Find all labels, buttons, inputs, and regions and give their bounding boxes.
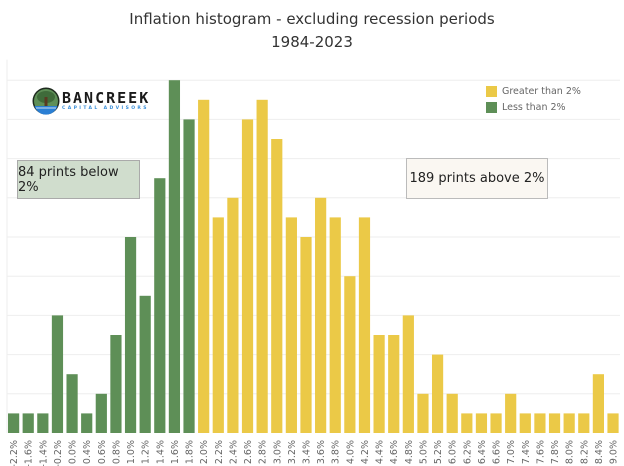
x-tick-label: 1.0% xyxy=(126,440,137,464)
bar-0.8%[interactable] xyxy=(110,335,122,433)
x-tick-label: 8.2% xyxy=(579,440,590,464)
bar-0.6%[interactable] xyxy=(95,393,107,433)
bar-5.0%[interactable] xyxy=(417,393,429,433)
x-tick-label: -1.4% xyxy=(38,440,49,466)
x-tick-label: 3.6% xyxy=(316,440,327,464)
bar-7.0%[interactable] xyxy=(505,393,517,433)
bar-4.0%[interactable] xyxy=(344,276,356,433)
bar-2.6%[interactable] xyxy=(241,119,254,434)
x-tick-label: -2.2% xyxy=(9,440,20,466)
bar--2.2%[interactable] xyxy=(8,413,20,433)
x-tick-label: 5.0% xyxy=(418,440,429,464)
bar-4.4%[interactable] xyxy=(373,335,385,433)
x-tick-label: 3.2% xyxy=(287,440,298,464)
x-tick-label: 4.0% xyxy=(345,440,356,464)
x-tick-label: 0.6% xyxy=(97,440,108,464)
x-tick-label: 0.0% xyxy=(68,440,79,464)
bar-8.4%[interactable] xyxy=(592,374,604,433)
x-tick-label: 4.6% xyxy=(389,440,400,464)
legend-label-greater: Greater than 2% xyxy=(502,86,581,97)
bar-1.8%[interactable] xyxy=(183,119,195,434)
annotation-below-2: 84 prints below 2% xyxy=(17,160,140,199)
bar-7.8%[interactable] xyxy=(548,413,561,433)
bar-3.4%[interactable] xyxy=(300,237,312,433)
bar-4.2%[interactable] xyxy=(358,217,371,433)
x-tick-label: 2.2% xyxy=(214,440,225,464)
bar-2.2%[interactable] xyxy=(212,217,224,433)
logo-tagline: CAPITAL ADVISORS xyxy=(62,106,149,111)
x-tick-label: -0.2% xyxy=(53,440,64,466)
bar-3.8%[interactable] xyxy=(329,217,341,433)
x-tick-label: 7.8% xyxy=(550,440,561,464)
bar-9.0%[interactable] xyxy=(607,413,619,433)
bar-1.6%[interactable] xyxy=(168,80,181,433)
x-tick-label: 0.8% xyxy=(111,440,122,464)
x-tick-label: 3.4% xyxy=(302,440,313,464)
x-tick-label: 1.2% xyxy=(141,440,152,464)
bar-6.2%[interactable] xyxy=(461,413,473,433)
bar-0.4%[interactable] xyxy=(81,413,93,433)
annotation-above-2: 189 prints above 2% xyxy=(406,158,548,199)
x-tick-label: 3.0% xyxy=(272,440,283,464)
bar--1.4%[interactable] xyxy=(37,413,49,433)
chart-subtitle: 1984-2023 xyxy=(271,33,353,51)
x-tick-label: 6.4% xyxy=(477,440,488,464)
bar-2.4%[interactable] xyxy=(227,197,239,433)
x-tick-label: 6.2% xyxy=(462,440,473,464)
bar-6.6%[interactable] xyxy=(490,413,502,433)
bar-4.8%[interactable] xyxy=(402,315,414,433)
bar-5.2%[interactable] xyxy=(431,354,444,433)
bar-7.4%[interactable] xyxy=(519,413,531,433)
x-tick-label: 8.4% xyxy=(594,440,605,464)
bar-6.4%[interactable] xyxy=(475,413,488,433)
bar--0.2%[interactable] xyxy=(51,315,64,433)
x-tick-label: 7.6% xyxy=(535,440,546,464)
x-tick-label: 7.4% xyxy=(521,440,532,464)
bar-2.0%[interactable] xyxy=(198,99,210,434)
tree-logo-icon xyxy=(32,87,60,115)
x-tick-label: 2.4% xyxy=(228,440,239,464)
bar-8.0%[interactable] xyxy=(563,413,575,433)
bar-1.2%[interactable] xyxy=(139,295,151,433)
x-tick-label: 5.2% xyxy=(433,440,444,464)
x-tick-label: 1.4% xyxy=(155,440,166,464)
x-tick-label: -1.6% xyxy=(24,440,35,466)
x-tick-label: 7.0% xyxy=(506,440,517,464)
x-tick-label: 9.0% xyxy=(609,440,620,464)
bar-4.6%[interactable] xyxy=(388,335,400,433)
x-tick-label: 4.4% xyxy=(375,440,386,464)
bar-3.2%[interactable] xyxy=(285,217,297,433)
x-tick-label: 8.0% xyxy=(565,440,576,464)
legend-label-less: Less than 2% xyxy=(502,102,566,113)
legend-swatch-less xyxy=(486,102,497,113)
x-tick-label: 1.6% xyxy=(170,440,181,464)
bancreek-logo: BANCREEK CAPITAL ADVISORS xyxy=(32,87,150,115)
x-tick-label: 1.8% xyxy=(185,440,196,464)
bar-3.6%[interactable] xyxy=(315,197,327,433)
x-tick-label: 6.0% xyxy=(448,440,459,464)
x-tick-label: 4.8% xyxy=(404,440,415,464)
logo-name: BANCREEK xyxy=(62,89,151,107)
bar--1.6%[interactable] xyxy=(22,413,34,433)
bar-1.4%[interactable] xyxy=(154,178,166,433)
bar-1.0%[interactable] xyxy=(124,237,137,433)
legend-item-less[interactable]: Less than 2% xyxy=(486,102,566,113)
bar-0.0%[interactable] xyxy=(66,374,78,433)
x-tick-label: 6.6% xyxy=(492,440,503,464)
bar-6.0%[interactable] xyxy=(446,393,458,433)
x-tick-label: 2.0% xyxy=(199,440,210,464)
legend-item-greater[interactable]: Greater than 2% xyxy=(486,86,581,97)
x-tick-label: 0.4% xyxy=(82,440,93,464)
chart-title: Inflation histogram - excluding recessio… xyxy=(129,10,495,28)
bar-7.6%[interactable] xyxy=(534,413,546,433)
bar-8.2%[interactable] xyxy=(578,413,590,433)
x-tick-label: 3.8% xyxy=(331,440,342,464)
x-tick-label: 2.8% xyxy=(258,440,269,464)
bar-3.0%[interactable] xyxy=(271,139,283,433)
legend-swatch-greater xyxy=(486,86,497,97)
x-tick-label: 2.6% xyxy=(243,440,254,464)
x-tick-label: 4.2% xyxy=(360,440,371,464)
bar-2.8%[interactable] xyxy=(256,99,268,434)
